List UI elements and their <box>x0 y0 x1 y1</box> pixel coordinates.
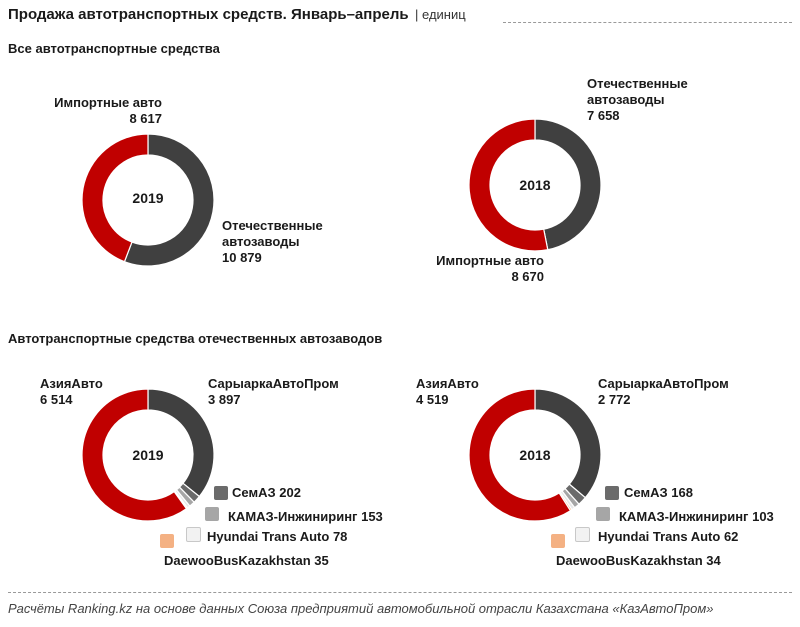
slice-label-value: 3 897 <box>208 392 241 407</box>
slice-label-value: 4 519 <box>416 392 449 407</box>
legend-item-semaz: СемАЗ 202 <box>232 485 301 500</box>
slice-label-name: АзияАвто <box>416 376 479 391</box>
slice-label-name: Импортные авто <box>54 95 162 110</box>
donut-slice-сарыаркаавтопром <box>147 388 215 498</box>
donut-slice-импортные-авто <box>468 118 549 252</box>
slice-label-name: АзияАвто <box>40 376 103 391</box>
slice-label-name: СарыаркаАвтоПром <box>208 376 339 391</box>
slice-label-import: Импортные авто 8 670 <box>398 253 544 285</box>
chart-title: Продажа автотранспортных средств. Январь… <box>8 6 409 23</box>
donut-center-year: 2018 <box>519 447 551 463</box>
legend-value: 103 <box>752 509 774 524</box>
donut-slice-азияавто <box>81 388 188 522</box>
slice-label-value: 6 514 <box>40 392 73 407</box>
slice-label-aziyaavto: АзияАвто 4 519 <box>416 376 479 408</box>
legend-value: 168 <box>671 485 693 500</box>
slice-label-aziyaavto: АзияАвто 6 514 <box>40 376 103 408</box>
slice-label-name: Отечественные автозаводы <box>587 76 688 107</box>
chart-header: Продажа автотранспортных средств. Январь… <box>8 6 792 30</box>
legend-value: 35 <box>314 553 329 568</box>
donut-slice-азияавто <box>468 388 572 522</box>
legend-name: КАМАЗ-Инжиниринг <box>619 509 749 524</box>
legend-value: 62 <box>723 529 739 544</box>
header-divider <box>503 22 792 23</box>
donut-center-year: 2019 <box>132 447 164 463</box>
slice-label-name: Импортные авто <box>436 253 544 268</box>
legend-item-hyundai: Hyundai Trans Auto 78 <box>207 529 347 544</box>
donut-slice-отечественные-автозаводы <box>534 118 602 251</box>
legend-item-kamaz: КАМАЗ-Инжиниринг 153 <box>228 509 383 524</box>
slice-label-domestic: Отечественные автозаводы 7 658 <box>587 76 707 124</box>
slice-label-value: 8 670 <box>511 269 544 284</box>
legend-value: 202 <box>279 485 301 500</box>
slice-label-value: 2 772 <box>598 392 631 407</box>
slice-label-saryarka: СарыаркаАвтоПром 3 897 <box>208 376 339 408</box>
legend-name: СемАЗ <box>624 485 668 500</box>
slice-label-name: Отечественные автозаводы <box>222 218 323 249</box>
legend-swatch-kamaz <box>596 507 610 521</box>
legend-item-kamaz: КАМАЗ-Инжиниринг 103 <box>619 509 774 524</box>
legend-name: DaewooBusKazakhstan <box>164 553 311 568</box>
legend-swatch-semaz <box>605 486 619 500</box>
legend-name: КАМАЗ-Инжиниринг <box>228 509 358 524</box>
footer-divider <box>8 592 792 593</box>
slice-label-import: Импортные авто 8 617 <box>18 95 162 127</box>
donut-center-year: 2019 <box>132 190 164 206</box>
donut-slice-отечественные-автозаводы <box>123 133 215 267</box>
legend-name: Hyundai Trans Auto <box>207 529 330 544</box>
source-note: Расчёты Ranking.kz на основе данных Союз… <box>8 601 714 616</box>
donut-center-year: 2018 <box>519 177 551 193</box>
legend-swatch-hyundai <box>575 527 590 542</box>
legend-swatch-hyundai <box>186 527 201 542</box>
legend-item-daewoo: DaewooBusKazakhstan 34 <box>556 553 721 568</box>
legend-item-semaz: СемАЗ 168 <box>624 485 693 500</box>
legend-name: DaewooBusKazakhstan <box>556 553 703 568</box>
legend-swatch-kamaz <box>205 507 219 521</box>
legend-swatch-daewoo <box>160 534 174 548</box>
slice-label-value: 10 879 <box>222 250 262 265</box>
legend-item-daewoo: DaewooBusKazakhstan 35 <box>164 553 329 568</box>
slice-label-name: СарыаркаАвтоПром <box>598 376 729 391</box>
legend-swatch-daewoo <box>551 534 565 548</box>
legend-value: 34 <box>706 553 721 568</box>
slice-label-domestic: Отечественные автозаводы 10 879 <box>222 218 342 266</box>
slice-label-value: 7 658 <box>587 108 620 123</box>
legend-name: Hyundai Trans Auto <box>598 529 721 544</box>
legend-name: СемАЗ <box>232 485 276 500</box>
donut-slice-сарыаркаавтопром <box>534 388 602 499</box>
unit-label: | единиц <box>415 7 466 22</box>
slice-label-saryarka: СарыаркаАвтоПром 2 772 <box>598 376 729 408</box>
section-title-domestic: Автотранспортные средства отечественных … <box>8 331 383 346</box>
legend-swatch-semaz <box>214 486 228 500</box>
legend-value: 153 <box>361 509 383 524</box>
legend-value: 78 <box>332 529 348 544</box>
slice-label-value: 8 617 <box>129 111 162 126</box>
legend-item-hyundai: Hyundai Trans Auto 62 <box>598 529 738 544</box>
donut-slice-импортные-авто <box>81 133 149 263</box>
section-title-all: Все автотранспортные средства <box>8 41 220 56</box>
